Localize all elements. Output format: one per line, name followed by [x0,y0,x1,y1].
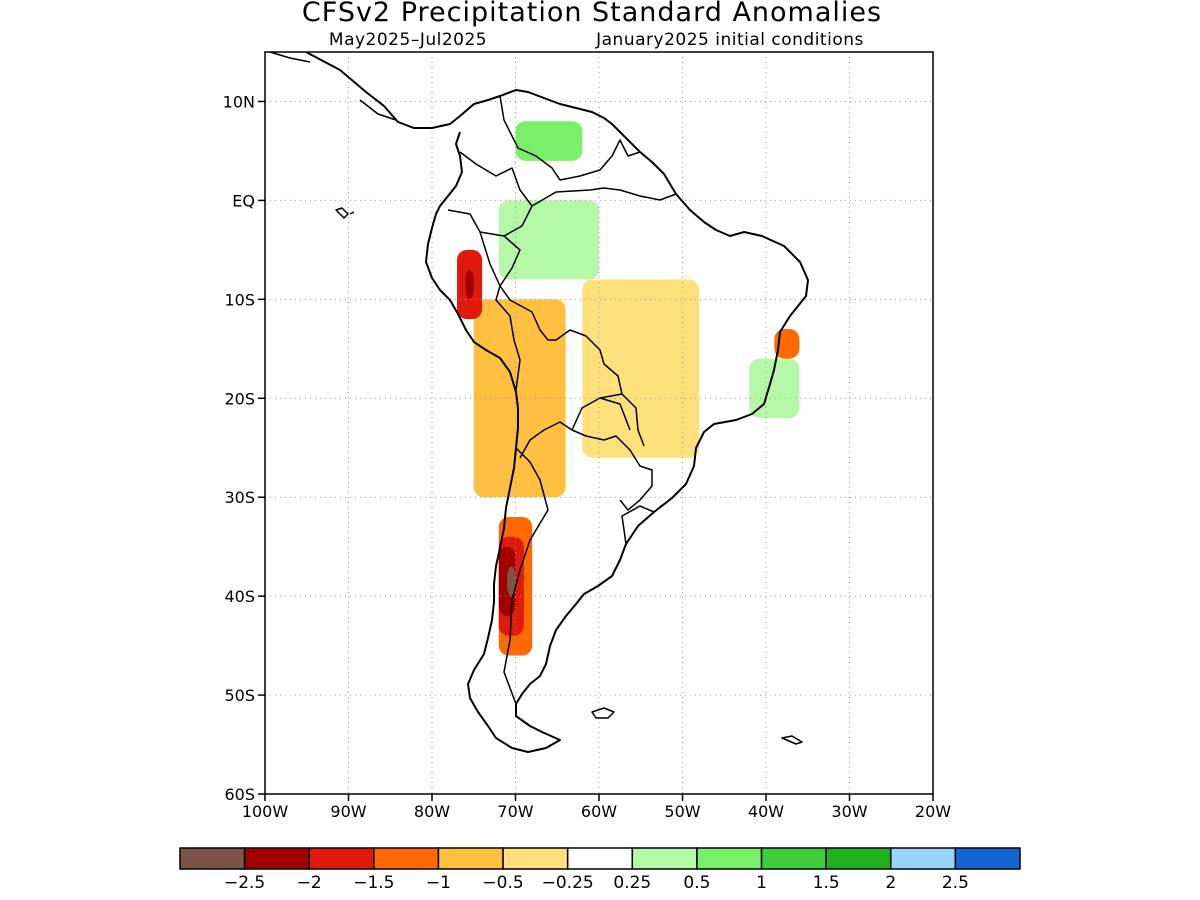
coastline [269,52,809,753]
legend-swatch [696,847,763,870]
lon-tick-label: 30W [831,802,867,821]
lat-tick-label: 60S [224,785,255,804]
anomaly-region-10 [749,358,800,419]
legend-swatch [566,847,634,870]
lat-tick-label: EQ [232,191,255,210]
country-borders [447,95,677,705]
map-subtitle-init: January2025 initial conditions [595,30,864,50]
falkland-islands [591,707,615,719]
legend-swatch [825,847,892,870]
legend-swatch [760,847,827,870]
lon-tick-label: 70W [497,802,533,821]
map-title: CFSv2 Precipitation Standard Anomalies [302,0,882,28]
anomaly-region-0 [473,299,566,498]
legend-label: −2.5 [224,873,265,893]
lon-tick-label: 20W [915,802,951,821]
legend-swatch [437,847,504,870]
lon-tick-label: 80W [414,802,450,821]
lon-tick-label: 50W [664,802,700,821]
legend-label: 2 [885,873,896,893]
lat-lon-grid [265,52,933,794]
legend-label: 1 [756,873,767,893]
legend-swatch [373,847,440,870]
legend-label: −1 [426,873,451,893]
legend-label: 1.5 [813,873,840,893]
map-subtitle-period: May2025–Jul2025 [329,30,487,50]
legend-label: −2 [297,873,322,893]
anomaly-region-9 [515,121,583,161]
legend-label: 2.5 [942,873,969,893]
legend-label: −0.5 [482,873,523,893]
south-georgia [781,735,803,745]
legend-label: −1.5 [353,873,394,893]
lat-tick-label: 50S [224,686,255,705]
legend-swatch [954,847,1021,870]
legend-swatch [890,847,957,870]
legend-swatch [179,847,246,870]
lat-tick-label: 10S [224,290,255,309]
anomaly-region-7 [465,269,474,300]
anomaly-region-8 [498,200,599,280]
lat-tick-label: 40S [224,587,255,606]
legend-label: 0.25 [613,873,651,893]
anomaly-region-5 [507,566,516,597]
color-legend: −2.5 −2 −1.5 −1 −0.5 −0.25 0.25 0.5 1 1.5 2 2.5 [179,847,1021,893]
anomaly-shading [457,121,800,656]
lon-tick-label: 60W [581,802,617,821]
anomaly-region-1 [582,279,700,458]
legend-swatch [243,847,310,870]
lon-tick-label: 100W [242,802,289,821]
lat-tick-label: 20S [224,389,255,408]
legend-swatch [631,847,698,870]
galapagos-islands [335,207,355,219]
lat-tick-label: 30S [224,488,255,507]
legend-label: 0.5 [683,873,710,893]
anomaly-region-11 [774,329,800,359]
lon-tick-label: 90W [330,802,366,821]
legend-swatch [308,847,375,870]
legend-swatch [502,847,569,870]
central-america-coast [269,52,397,121]
legend-label: −0.25 [542,873,594,893]
lat-tick-label: 10N [223,92,255,111]
south-america-coastline [305,52,809,753]
lon-tick-label: 40W [748,802,784,821]
